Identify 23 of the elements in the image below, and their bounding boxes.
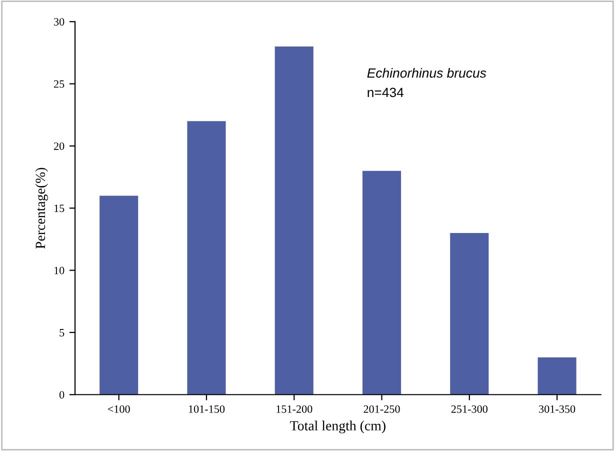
x-tick-label: <100 [108,405,130,413]
x-tick-label: 201-250 [364,405,400,413]
x-axis-title: Total length (cm) [290,420,386,434]
bar [100,196,138,395]
annotation: n=434 [368,88,404,98]
x-tick-label: 151-200 [276,405,312,413]
annotation: Echinorhinus brucus [367,68,486,78]
bar [362,170,402,395]
x-tick-label: 101-150 [188,405,225,413]
y-tick-label: 10 [54,266,64,274]
bar [274,46,314,395]
bar [450,233,489,395]
y-tick-label: 5 [60,329,64,336]
y-tick-label: 0 [59,391,64,399]
y-tick-label: 25 [54,80,64,88]
y-tick-label: 15 [54,204,64,212]
x-tick-label: 251-300 [451,405,488,413]
x-tick-label: 301-350 [539,405,576,413]
y-axis-title: Percentage(%) [35,168,48,249]
y-tick-label: 20 [54,142,64,150]
y-tick-label: 30 [54,18,64,26]
bar [538,357,576,395]
bar [187,121,226,395]
